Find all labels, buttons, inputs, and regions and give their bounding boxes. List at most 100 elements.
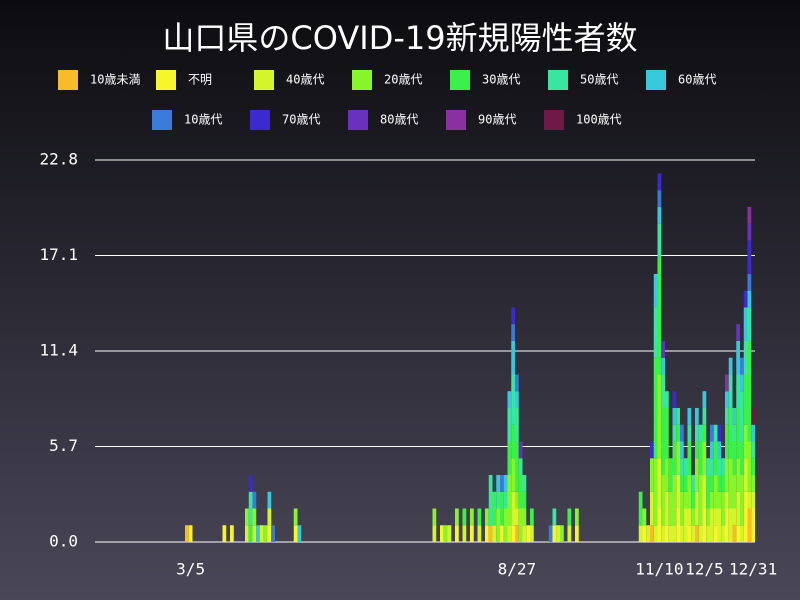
bar-segment (507, 525, 512, 542)
bar-segment (500, 474, 504, 492)
legend-label: 70歳代 (282, 113, 320, 127)
bar-segment (488, 474, 493, 526)
bar-segment (728, 458, 733, 509)
bar-segment (706, 525, 710, 542)
bar-segment (751, 474, 755, 492)
bar-segment (702, 441, 707, 475)
bar-segment (710, 491, 714, 509)
bar-segment (687, 424, 692, 442)
bar-segment (293, 508, 298, 526)
bar-segment (747, 307, 752, 341)
bar-segment (743, 458, 748, 492)
bar-segment (477, 508, 482, 526)
bar-segment (293, 525, 298, 542)
bar-segment (646, 525, 650, 542)
bar-segment (297, 525, 302, 542)
bar-segment (732, 474, 737, 509)
bar-segment (751, 491, 755, 509)
bar-segment (518, 458, 523, 475)
bar-segment (638, 491, 643, 526)
bar-segment (661, 374, 665, 408)
bar-segment (665, 391, 669, 408)
bar-segment (702, 407, 707, 425)
bar-segment (736, 458, 740, 492)
legend-label: 20歳代 (384, 73, 422, 87)
x-tick-label: 12/31 (729, 560, 777, 579)
bar-segment (736, 525, 740, 542)
bar-segment (515, 391, 519, 408)
bar-segment (743, 290, 748, 308)
bar-segment (668, 491, 673, 526)
bar-segment (507, 441, 512, 475)
y-tick-label: 22.8 (39, 150, 78, 169)
bar-segment (721, 458, 725, 475)
bar-segment (657, 190, 662, 207)
bar-segment (683, 491, 688, 509)
bar-segment (676, 441, 680, 475)
legend-label: 10歳未満 (90, 73, 140, 87)
bar-segment (665, 491, 669, 526)
bar-segment (657, 257, 662, 375)
legend-swatch (548, 70, 568, 90)
bar-segment (725, 424, 729, 459)
bar-segment (743, 307, 748, 341)
bar-segment (515, 441, 519, 492)
bar-segment (511, 307, 515, 325)
bar-segment (485, 508, 489, 526)
bar-segment (702, 474, 707, 509)
bar-segment (222, 525, 227, 542)
legend-label: 90歳代 (478, 113, 516, 127)
bar-segment (657, 223, 662, 258)
bar-segment (248, 491, 253, 526)
bar-segment (657, 458, 662, 509)
bar-segment (522, 491, 527, 509)
legend-swatch (544, 110, 564, 130)
bar-segment (725, 508, 729, 542)
bar-segment (567, 525, 572, 542)
bar-segment (511, 424, 515, 459)
bar-segment (751, 458, 755, 475)
bar-segment (522, 525, 527, 542)
bar-segment (522, 474, 527, 492)
legend-label: 80歳代 (380, 113, 418, 127)
bar-segment (462, 508, 467, 526)
bar-segment (736, 340, 740, 375)
bar-segment (672, 525, 677, 542)
bar-segment (642, 525, 647, 542)
bar-segment (507, 391, 512, 408)
bar-segment (687, 407, 692, 425)
bar-segment (706, 508, 710, 526)
bar-segment (245, 508, 249, 526)
y-tick-label: 11.4 (39, 341, 78, 360)
bar-segment (736, 324, 740, 341)
bar-segment (691, 508, 695, 526)
bar-segment (500, 525, 504, 542)
bar-segment (747, 441, 752, 492)
bar-segment (672, 424, 677, 442)
bar-segment (522, 508, 527, 526)
bar-segment (747, 290, 752, 308)
bar-segment (230, 525, 234, 542)
bar-segment (511, 324, 515, 341)
bar-segment (650, 491, 654, 526)
bar-segment (432, 525, 437, 542)
x-tick-label: 3/5 (176, 560, 205, 579)
bar-segment (728, 357, 733, 375)
bar-segment (732, 525, 737, 542)
bar-segment (725, 391, 729, 408)
bar-segment (751, 508, 755, 542)
bar-segment (706, 474, 710, 509)
legend-swatch (254, 70, 274, 90)
bar-segment (706, 458, 710, 475)
bar-segment (496, 491, 500, 509)
x-tick-label: 11/10 (635, 560, 683, 579)
bar-segment (740, 525, 744, 542)
bar-segment (661, 340, 665, 358)
bar-segment (665, 525, 669, 542)
bar-segment (500, 491, 504, 526)
bar-segment (687, 441, 692, 475)
legend-swatch (152, 110, 172, 130)
bar-segment (747, 508, 752, 542)
legend-label: 40歳代 (286, 73, 324, 87)
bar-segment (740, 374, 744, 392)
